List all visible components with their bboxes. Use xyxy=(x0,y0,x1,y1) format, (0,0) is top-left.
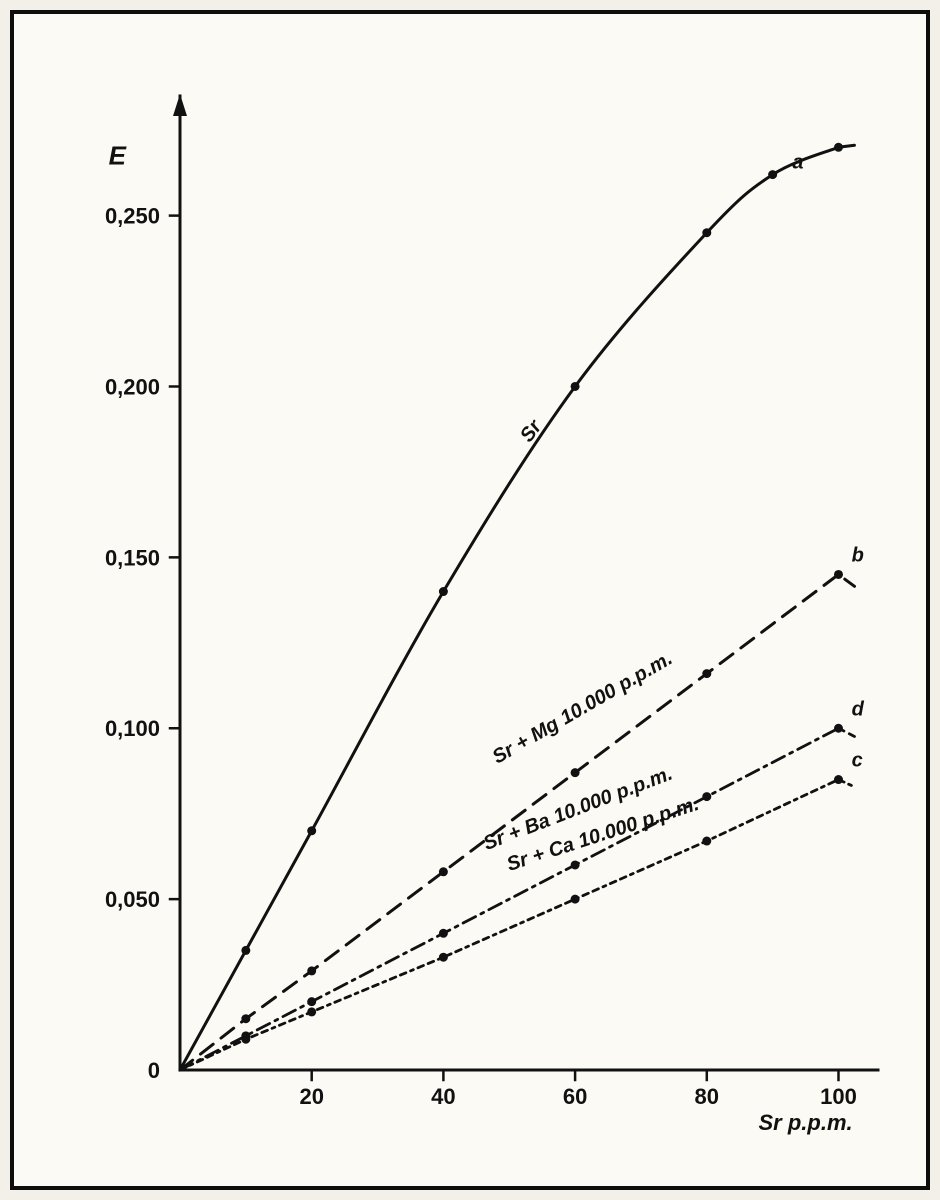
x-tick-label: 80 xyxy=(695,1084,719,1109)
data-point xyxy=(768,170,777,179)
calibration-chart: 0 0,050 0,100 0,150 0,200 0,250 20 40 60 80 100 E Sr… xyxy=(10,10,930,1190)
data-point xyxy=(571,895,580,904)
data-point xyxy=(241,1014,250,1023)
data-point xyxy=(834,143,843,152)
y-tick-label: 0,100 xyxy=(105,716,160,741)
data-point xyxy=(439,953,448,962)
data-point xyxy=(439,587,448,596)
series-end-letter-c: c xyxy=(852,750,863,772)
y-tick-label: 0,050 xyxy=(105,887,160,912)
y-tick-label: 0,150 xyxy=(105,545,160,570)
y-tick-label: 0,200 xyxy=(105,374,160,399)
data-point xyxy=(834,724,843,733)
data-point xyxy=(702,837,711,846)
data-point xyxy=(241,946,250,955)
series-end-letter-b: b xyxy=(852,545,864,567)
series-line-a xyxy=(180,145,854,1070)
x-tick-label: 100 xyxy=(820,1084,857,1109)
data-point xyxy=(241,1035,250,1044)
data-point xyxy=(307,826,316,835)
series-line-d xyxy=(180,728,854,1070)
data-point xyxy=(834,775,843,784)
y-axis-label: E xyxy=(109,140,127,170)
data-point xyxy=(571,382,580,391)
series-label-b: Sr + Mg 10.000 p.p.m. xyxy=(489,647,677,768)
series-end-letter-a: a xyxy=(792,152,803,174)
y-axis-arrow xyxy=(173,94,187,116)
data-point xyxy=(439,929,448,938)
data-point xyxy=(702,228,711,237)
data-point xyxy=(834,570,843,579)
x-tick-label: 40 xyxy=(431,1084,455,1109)
series-label-a: Sr xyxy=(516,415,547,446)
data-point xyxy=(702,792,711,801)
x-tick-label: 20 xyxy=(299,1084,323,1109)
data-point xyxy=(307,966,316,975)
data-point xyxy=(702,669,711,678)
x-axis-label: Sr p.p.m. xyxy=(759,1110,853,1135)
y-tick-label: 0 xyxy=(148,1058,160,1083)
data-point xyxy=(307,997,316,1006)
x-tick-label: 60 xyxy=(563,1084,587,1109)
series-end-letter-d: d xyxy=(852,698,865,720)
data-point xyxy=(571,860,580,869)
data-point xyxy=(571,768,580,777)
data-point xyxy=(307,1007,316,1016)
data-point xyxy=(439,867,448,876)
y-tick-label: 0,250 xyxy=(105,204,160,229)
